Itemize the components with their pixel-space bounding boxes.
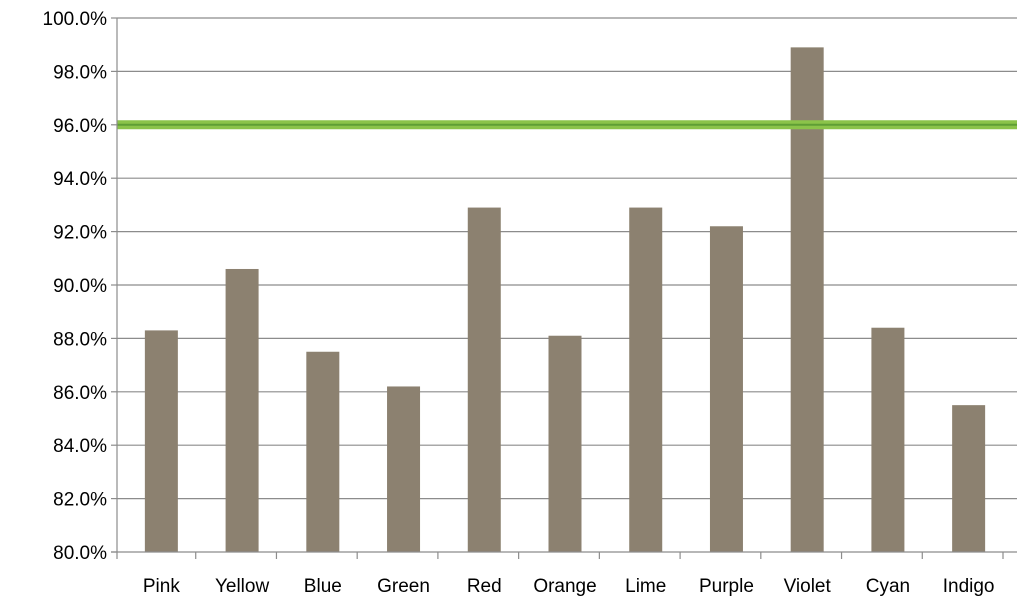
x-tick-label: Cyan [866, 576, 910, 597]
bar-yellow [225, 268, 259, 552]
y-tick-label: 80.0% [53, 543, 107, 564]
x-tick-label: Blue [304, 576, 342, 597]
y-tick-label: 82.0% [53, 490, 107, 511]
x-tick-label: Red [467, 576, 502, 597]
y-tick-label: 94.0% [53, 169, 107, 190]
y-tick-label: 84.0% [53, 436, 107, 457]
x-tick-label: Yellow [215, 576, 270, 597]
y-axis-tick-labels: 80.0% 82.0% 84.0% 86.0% 88.0% 90.0% 92.0% 94.0%… [43, 9, 108, 564]
y-tick-label: 96.0% [53, 116, 107, 137]
bar-lime [629, 207, 663, 552]
x-axis-tick-labels: Pink Yellow Blue Green Red Orange Lime Purple Vi… [143, 576, 995, 597]
gridlines [117, 17, 1017, 500]
x-tick-label: Violet [784, 576, 832, 597]
y-tick-label: 88.0% [53, 329, 107, 350]
x-tick-label: Purple [699, 576, 754, 597]
bar-violet [790, 47, 824, 553]
bar-orange [548, 335, 582, 552]
bars [144, 47, 986, 553]
axes [111, 17, 1017, 559]
bar-indigo [952, 405, 986, 552]
y-tick-label: 92.0% [53, 223, 107, 244]
y-tick-label: 86.0% [53, 383, 107, 404]
bar-pink [144, 330, 178, 552]
bar-green [387, 386, 421, 552]
bar-blue [306, 351, 340, 552]
y-tick-label: 90.0% [53, 276, 107, 297]
bar-red [467, 207, 501, 552]
x-tick-label: Orange [533, 576, 596, 597]
bar-purple [709, 226, 743, 552]
y-tick-label: 98.0% [53, 62, 107, 83]
bar-cyan [871, 327, 905, 552]
y-tick-label: 100.0% [43, 9, 108, 30]
x-tick-label: Pink [143, 576, 180, 597]
x-tick-label: Indigo [943, 576, 995, 597]
x-tick-label: Lime [625, 576, 666, 597]
x-tick-label: Green [377, 576, 430, 597]
